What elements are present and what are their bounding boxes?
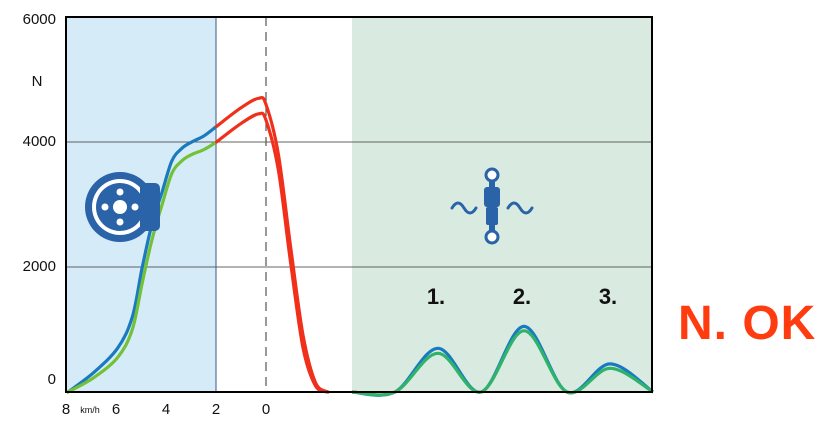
status-label: N. OK (678, 297, 817, 350)
y-tick-label: 6000 (23, 11, 56, 28)
x-axis-ticks: 8 km/h 6 4 2 0 (62, 401, 270, 418)
peak-label: 2. (513, 284, 531, 309)
suspension-zone (352, 17, 652, 392)
peak-labels: 1. 2. 3. (427, 284, 617, 309)
peak-curve (214, 95, 330, 394)
peak-curve (214, 111, 330, 394)
y-axis-ticks: 0 2000 4000 6000 (23, 11, 56, 388)
x-tick-label: 4 (162, 401, 170, 418)
y-tick-label: 2000 (23, 258, 56, 275)
x-tick-label: 8 (62, 401, 70, 418)
plot-frame (65, 16, 653, 393)
brake-disc-icon (85, 172, 160, 242)
shock-absorber-icon (450, 167, 534, 245)
peak-label: 1. (427, 284, 445, 309)
y-tick-label: 4000 (23, 133, 56, 150)
gridlines (66, 141, 652, 268)
y-tick-label: 0 (48, 371, 56, 388)
x-unit-label: km/h (80, 405, 100, 415)
x-tick-label: 0 (262, 401, 270, 418)
peak-label: 3. (599, 284, 617, 309)
x-tick-label: 6 (112, 401, 120, 418)
x-tick-label: 2 (212, 401, 220, 418)
oscillation-curve (351, 329, 654, 397)
y-axis-label: N (32, 73, 43, 90)
